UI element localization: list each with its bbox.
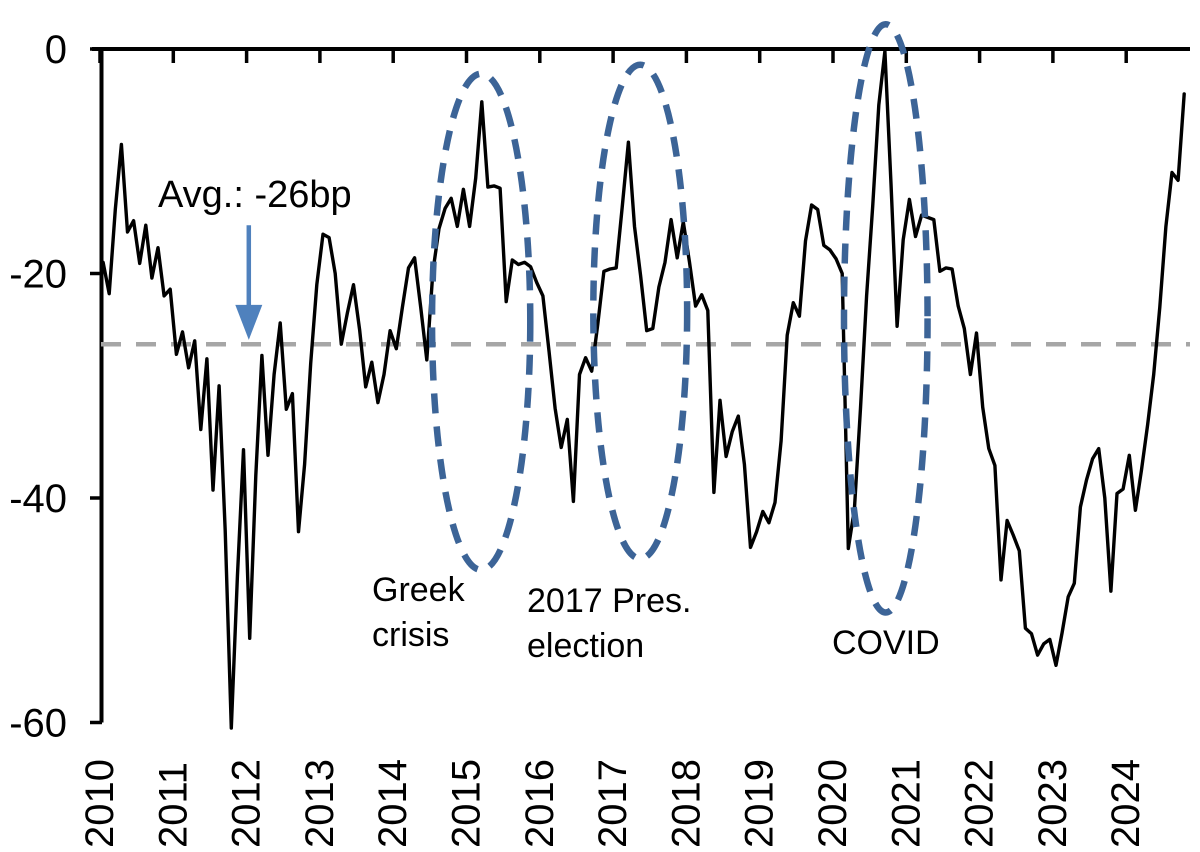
- x-tick-label: 2012: [225, 759, 269, 848]
- pres-election-label-line2: election: [527, 627, 644, 665]
- covid-ellipse: [840, 21, 931, 616]
- x-tick-label: 2013: [298, 759, 342, 848]
- arrow-head: [235, 304, 263, 340]
- average-annotation-label: Avg.: -26bp: [158, 174, 352, 216]
- y-tick-label: -20: [9, 253, 67, 297]
- x-tick-label: 2024: [1104, 759, 1148, 848]
- x-tick-label: 2011: [151, 762, 195, 848]
- y-tick-label: 0: [45, 28, 67, 72]
- x-tick-label: 2017: [591, 759, 635, 848]
- x-tick-label: 2015: [445, 759, 489, 848]
- x-tick-label: 2018: [664, 759, 708, 848]
- x-tick-label: 2022: [958, 759, 1002, 848]
- y-tick-label: -60: [9, 702, 67, 746]
- y-tick-label: -40: [9, 477, 67, 521]
- event-highlight-ellipses: [428, 21, 931, 616]
- greek-crisis-label-line1: Greek: [372, 571, 466, 609]
- pres-election-label-line1: 2017 Pres.: [527, 582, 691, 620]
- x-tick-label: 2023: [1031, 759, 1075, 848]
- x-tick-label: 2010: [78, 759, 122, 848]
- greek-crisis-label-line2: crisis: [372, 616, 449, 654]
- x-tick-label: 2014: [371, 759, 415, 848]
- x-tick-label: 2016: [518, 759, 562, 848]
- x-tick-label: 2019: [738, 759, 782, 848]
- x-tick-label: 2021: [884, 759, 928, 848]
- greek-ellipse: [428, 70, 534, 574]
- x-tick-label: 2020: [811, 759, 855, 848]
- pres-ellipse: [590, 61, 691, 562]
- average-arrow: [235, 225, 263, 340]
- spread-line-series: [101, 49, 1186, 730]
- covid-label: COVID: [832, 624, 940, 662]
